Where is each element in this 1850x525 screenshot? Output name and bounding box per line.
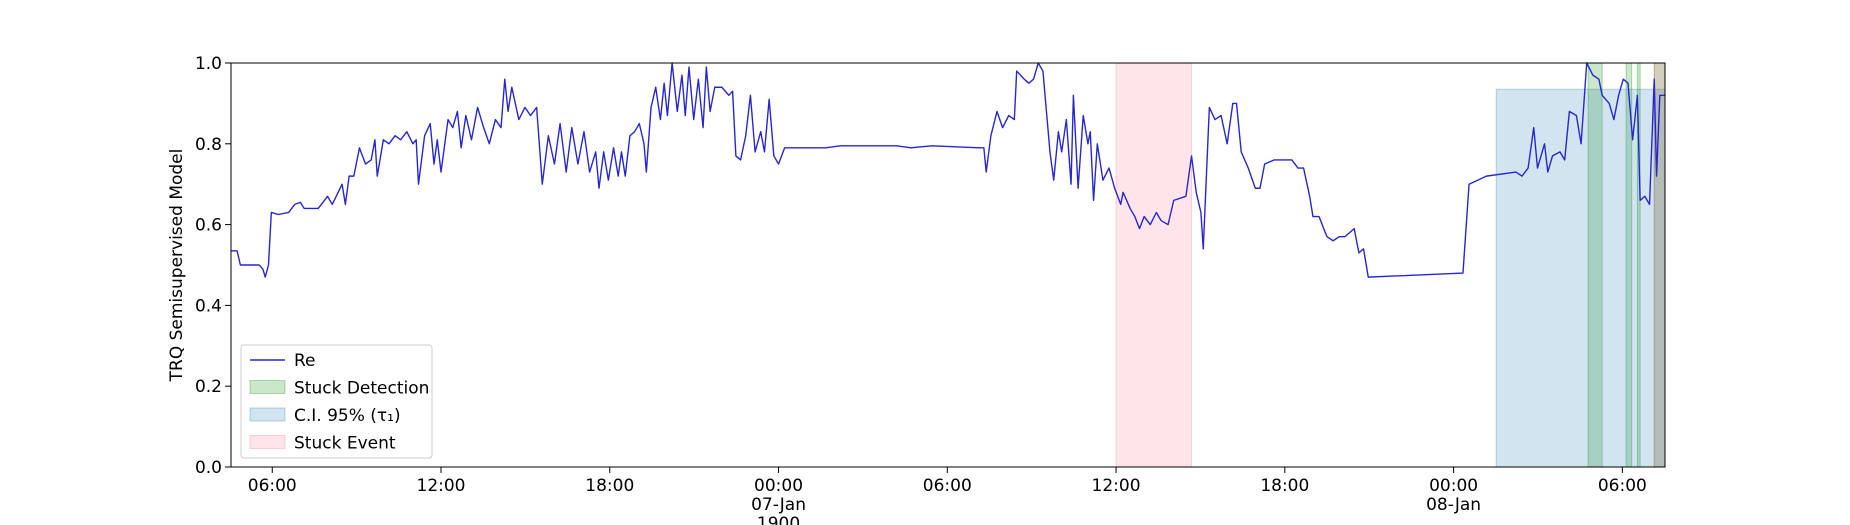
span xyxy=(1495,88,1666,468)
x-tick-label: 06:00 xyxy=(248,476,297,496)
y-tick-label: 1.0 xyxy=(195,54,222,74)
y-tick-label: 0.6 xyxy=(195,216,222,236)
x-tick-label: 18:00 xyxy=(585,476,634,496)
legend-swatch xyxy=(249,380,286,394)
plot-frame xyxy=(230,62,1666,468)
legend-box xyxy=(240,344,433,459)
x-tick-label: 12:00 xyxy=(417,476,466,496)
y-axis-label: TRQ Semisupervised Model xyxy=(167,149,187,383)
legend-label: C.I. 95% (τ₁) xyxy=(294,406,401,426)
legend-swatch xyxy=(249,435,286,449)
legend-label: Re xyxy=(294,351,316,371)
legend-label: Stuck Event xyxy=(294,434,396,454)
line xyxy=(231,62,1665,278)
legend-label: Stuck Detection xyxy=(294,379,429,399)
x-tick-label: 18:00 xyxy=(1260,476,1309,496)
legend-swatch xyxy=(249,407,286,422)
y-tick-label: 0.2 xyxy=(195,377,222,397)
x-tick-label: 06:00 xyxy=(1598,476,1647,496)
y-tick-label: 0.8 xyxy=(195,135,222,155)
x-tick-label: 00:00 07-Jan 1900 xyxy=(751,476,806,525)
x-tick-label: 12:00 xyxy=(1092,476,1141,496)
x-tick-label: 00:00 08-Jan xyxy=(1426,476,1481,515)
span xyxy=(1115,62,1193,468)
y-tick-label: 0.4 xyxy=(195,296,222,316)
y-tick-label: 0.0 xyxy=(195,458,222,478)
x-tick-label: 06:00 xyxy=(923,476,972,496)
